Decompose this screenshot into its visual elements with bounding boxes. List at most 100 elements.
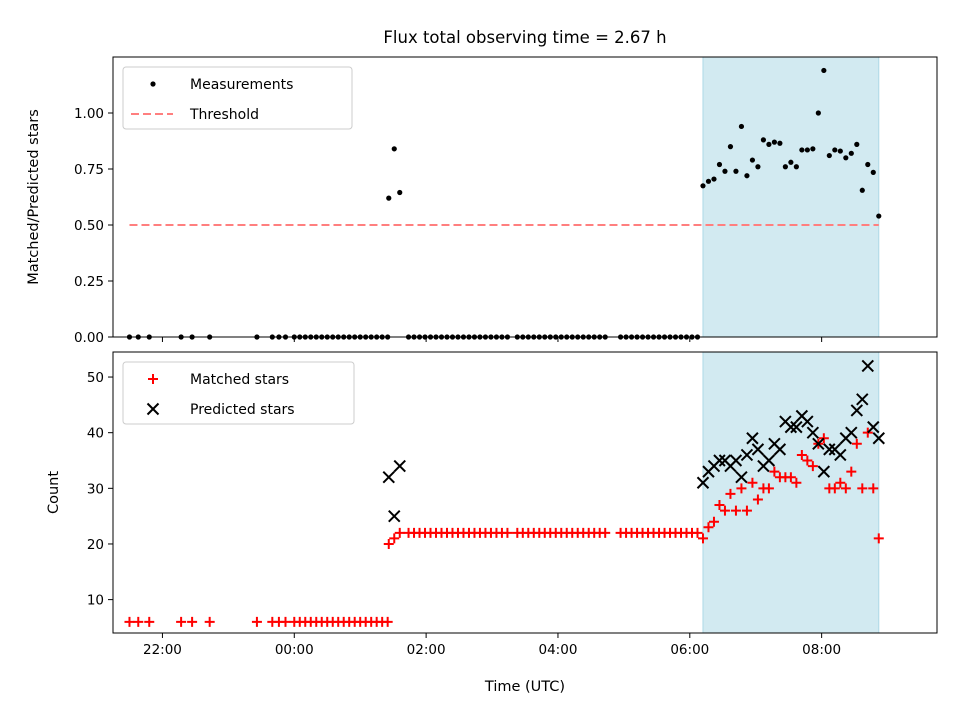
legend: Matched stars Predicted stars: [122, 361, 355, 425]
measurements-point: [810, 146, 816, 152]
observing-window-highlight: [702, 56, 880, 338]
matched-stars-point: [133, 616, 144, 627]
measurements-point: [711, 176, 717, 182]
x-tick-label: 08:00: [802, 642, 841, 658]
measurements-point: [738, 123, 745, 130]
observing-window-highlight: [702, 351, 880, 634]
matched-stars-point: [708, 516, 719, 527]
predicted-stars-point: [746, 432, 759, 445]
y-tick-label: 10: [87, 593, 104, 609]
predicted-stars-point: [729, 454, 743, 467]
measurements-point: [771, 139, 777, 145]
measurements-point: [744, 173, 750, 179]
measurements-legend-marker: [150, 81, 156, 87]
matched-stars-point: [763, 483, 774, 494]
figure-title: Flux total observing time = 2.67 h: [383, 28, 666, 47]
predicted-stars-point: [393, 459, 406, 473]
matched-stars-point: [730, 505, 741, 516]
predicted-stars-point: [784, 420, 798, 434]
y-tick-label: 0.25: [74, 274, 104, 290]
predicted-stars-point: [735, 470, 748, 484]
matched-stars-point: [796, 449, 807, 460]
x-tick-label: 04:00: [539, 642, 578, 658]
measurements-point: [832, 147, 838, 153]
measurements-point: [870, 169, 876, 175]
predicted-stars-point: [740, 448, 754, 462]
predicted-stars-legend-marker: [146, 402, 160, 416]
matched-stars-point: [251, 616, 262, 627]
matched-stars-point: [280, 616, 291, 627]
predicted-stars-legend-label: Predicted stars: [190, 402, 295, 418]
measurements-point: [876, 213, 882, 219]
matched-stars-point: [791, 477, 802, 488]
matched-stars-point: [204, 616, 215, 627]
y-axis-label: Matched/Predicted stars: [26, 109, 42, 285]
predicted-stars-point: [834, 448, 847, 462]
measurements-point: [749, 157, 756, 163]
y-tick-label: 20: [87, 537, 104, 553]
matched-stars-point: [703, 522, 714, 533]
matched-stars-point: [697, 533, 708, 544]
x-tick-label: 02:00: [407, 642, 446, 658]
predicted-stars-point: [867, 420, 880, 434]
measurements-point: [848, 150, 854, 156]
measurements-point: [716, 161, 723, 168]
matched-stars-point: [383, 538, 394, 549]
matched-stars-point: [785, 472, 796, 483]
measurements-point: [815, 110, 821, 116]
matched-stars-point: [719, 505, 730, 516]
predicted-stars-point: [817, 465, 831, 478]
x-tick-label: 22:00: [143, 642, 182, 658]
y-tick-label: 0.50: [74, 218, 104, 234]
matched-stars-point: [176, 616, 187, 627]
predicted-stars-point: [382, 470, 395, 484]
measurements-point: [782, 164, 788, 170]
predicted-stars-point: [856, 393, 869, 406]
matched-stars-point: [829, 483, 840, 494]
predicted-stars-point: [861, 359, 874, 373]
y-tick-label: 0.75: [74, 162, 104, 178]
matched-stars-point: [692, 527, 703, 538]
predicted-stars-point: [850, 404, 864, 417]
axes-frame: [112, 56, 938, 338]
measurements-point: [727, 144, 734, 150]
predicted-stars-point: [806, 426, 820, 439]
matched-stars-point: [840, 483, 851, 494]
matched-stars-point: [394, 527, 405, 538]
predicted-stars-point: [872, 432, 885, 445]
measurements-point: [826, 152, 832, 159]
matched-stars-point: [807, 461, 818, 472]
measurements-point: [859, 187, 865, 193]
matched-stars-point: [747, 477, 758, 488]
measurements-point: [397, 189, 403, 196]
matched-stars-legend-label: Matched stars: [190, 372, 289, 388]
legend: Measurements Threshold: [122, 66, 353, 130]
predicted-stars-point: [845, 426, 858, 439]
predicted-stars-point: [773, 443, 787, 456]
measurements-point: [700, 183, 706, 189]
matched-stars-point: [818, 433, 829, 444]
measurements-point: [755, 164, 761, 170]
predicted-stars-point: [823, 443, 836, 456]
measurements-point: [733, 168, 739, 174]
measurements-point: [793, 164, 799, 170]
measurements-legend-label: Measurements: [190, 77, 293, 93]
measurements-point: [865, 161, 871, 168]
y-tick-label: 40: [87, 426, 104, 442]
flux-ratio-panel: 0.00 0.25 0.50 0.75 1.00 Matched/Predicted st…: [26, 56, 938, 346]
matched-stars-point: [851, 438, 862, 449]
predicted-stars-point: [696, 476, 710, 489]
predicted-stars-point: [762, 454, 776, 467]
measurements-point: [854, 141, 860, 147]
matched-stars-point: [144, 616, 155, 627]
matched-stars-point: [835, 477, 846, 488]
matched-stars-point: [873, 533, 884, 544]
predicted-stars-point: [751, 443, 765, 456]
matched-stars-point: [752, 494, 763, 505]
predicted-stars-point: [801, 415, 814, 428]
measurements-point: [705, 178, 712, 184]
y-tick-label: 0.00: [74, 330, 104, 346]
matched-stars-point: [187, 616, 198, 627]
measurements-point: [843, 155, 849, 161]
measurements-point: [777, 140, 783, 146]
